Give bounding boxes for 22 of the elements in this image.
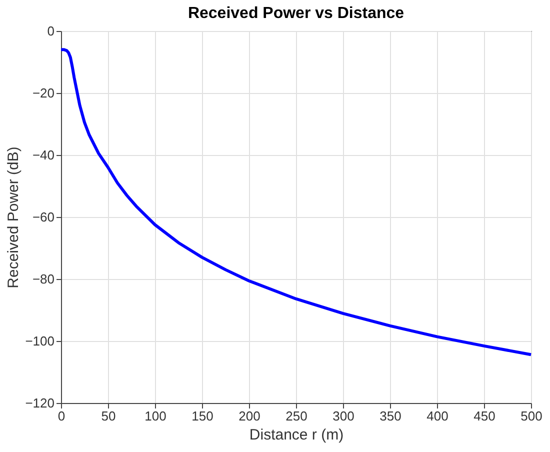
- x-tick-label: 250: [286, 408, 308, 424]
- y-tick-label: −100: [25, 334, 54, 348]
- y-tick-label: −40: [32, 148, 54, 162]
- x-tick-label: 450: [474, 408, 496, 424]
- y-tick-label: −120: [25, 396, 54, 410]
- y-tick-label: −60: [32, 210, 54, 224]
- x-tick-label: 500: [520, 408, 542, 424]
- x-tick-label: 50: [101, 408, 116, 424]
- chart-title: Received Power vs Distance: [188, 5, 404, 22]
- y-tick-label: −20: [32, 86, 54, 100]
- line-series: [60, 48, 532, 356]
- y-axis-title: Received Power (dB): [5, 146, 22, 288]
- x-tick-label: 400: [426, 408, 448, 424]
- x-tick-label: 300: [332, 408, 354, 424]
- x-tick-label: 150: [192, 408, 214, 424]
- x-tick-label: 350: [380, 408, 402, 424]
- y-tick-label: −80: [32, 272, 54, 286]
- y-tick-label: 0: [47, 24, 54, 38]
- x-tick-label: 200: [238, 408, 260, 424]
- x-tick-label: 100: [144, 408, 166, 424]
- x-axis-title: Distance r (m): [249, 426, 344, 444]
- x-tick-label: 0: [58, 408, 66, 424]
